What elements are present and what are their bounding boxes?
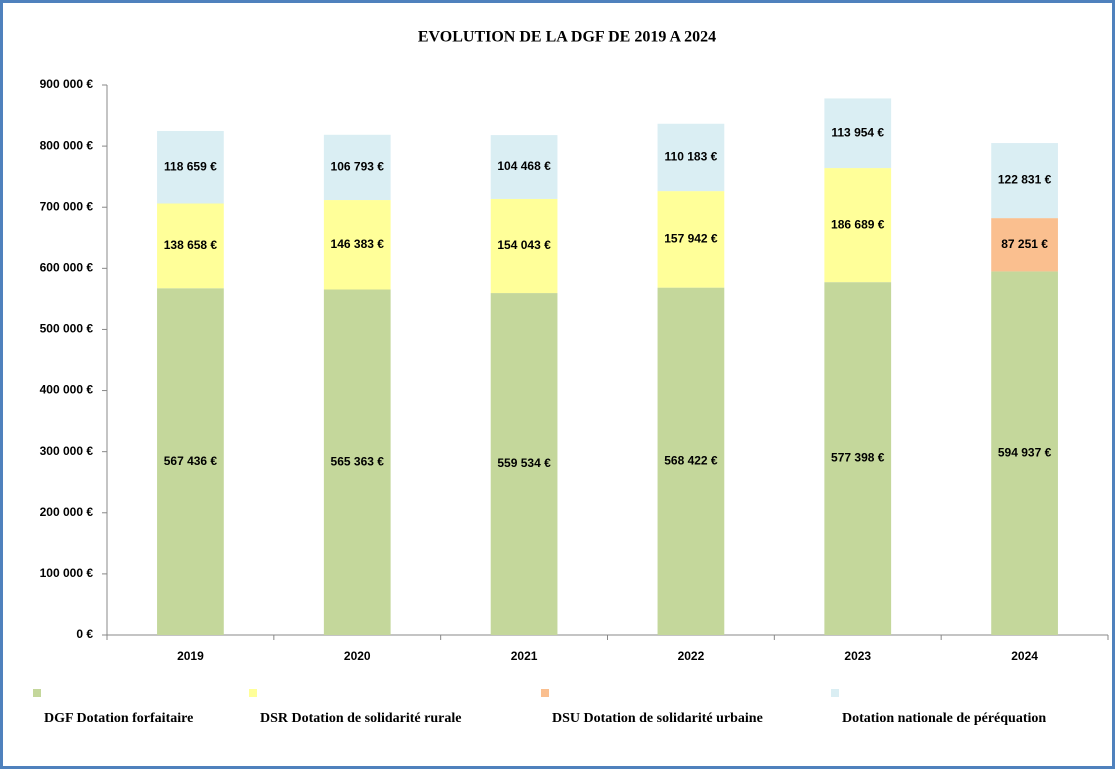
bar-segment — [824, 282, 892, 635]
data-label: 594 937 € — [998, 445, 1052, 459]
bar-segment — [323, 289, 391, 635]
bar-segment — [657, 287, 725, 635]
bar-segment — [991, 143, 1058, 219]
data-label: 157 942 € — [664, 232, 718, 246]
legend-label: DSR Dotation de solidarité rurale — [260, 711, 461, 726]
y-tick-label: 800 000 € — [40, 138, 94, 152]
chart-title: EVOLUTION DE LA DGF DE 2019 A 2024 — [418, 29, 716, 46]
data-label: 122 831 € — [998, 173, 1052, 187]
x-tick-label: 2022 — [678, 649, 705, 663]
bar-segment — [991, 218, 1058, 272]
bar-segment — [157, 288, 224, 635]
legend-label: DGF Dotation forfaitaire — [44, 711, 193, 726]
bar-segment — [157, 130, 224, 204]
y-tick-label: 700 000 € — [40, 199, 94, 213]
y-tick-label: 200 000 € — [40, 505, 94, 519]
bar-segment — [323, 200, 391, 290]
data-label: 146 383 € — [331, 237, 385, 251]
bar-segment — [824, 98, 892, 169]
bar-segment — [991, 271, 1058, 635]
y-tick-label: 100 000 € — [40, 566, 94, 580]
data-label: 186 689 € — [831, 217, 885, 231]
data-label: 568 422 € — [664, 453, 718, 467]
data-label: 87 251 € — [1001, 237, 1048, 251]
y-tick-label: 500 000 € — [40, 322, 94, 336]
y-tick-label: 0 € — [76, 627, 93, 641]
y-tick-label: 600 000 € — [40, 261, 94, 275]
data-label: 118 659 € — [164, 159, 217, 173]
y-tick-label: 300 000 € — [40, 444, 94, 458]
y-tick-label: 900 000 € — [40, 77, 94, 91]
legend-swatch — [33, 689, 41, 697]
legend-swatch — [541, 689, 549, 697]
data-label: 104 468 € — [497, 159, 551, 173]
bar-segment — [323, 134, 391, 201]
x-tick-label: 2024 — [1011, 649, 1038, 663]
x-tick-label: 2021 — [511, 649, 538, 663]
data-label: 113 954 € — [831, 125, 884, 139]
bar-segment — [657, 191, 725, 288]
x-tick-label: 2023 — [844, 649, 871, 663]
bar-segment — [490, 198, 558, 294]
bar-segment — [490, 293, 558, 635]
legend-swatch — [831, 689, 839, 697]
legend-swatch — [249, 689, 257, 697]
data-label: 567 436 € — [164, 454, 218, 468]
data-label: 154 043 € — [497, 238, 551, 252]
data-label: 106 793 € — [331, 160, 385, 174]
data-label: 577 398 € — [831, 451, 885, 465]
legend-label: DSU Dotation de solidarité urbaine — [552, 711, 763, 726]
data-label: 565 363 € — [331, 454, 385, 468]
x-tick-label: 2020 — [344, 649, 371, 663]
legend-label: Dotation nationale de péréquation — [842, 711, 1046, 726]
bar-segment — [824, 168, 892, 283]
y-tick-label: 400 000 € — [40, 383, 94, 397]
x-tick-label: 2019 — [177, 649, 204, 663]
bar-segment — [157, 203, 224, 289]
data-label: 138 658 € — [164, 238, 218, 252]
bar-segment — [490, 135, 558, 199]
data-label: 110 183 € — [665, 150, 718, 164]
data-label: 559 534 € — [497, 456, 551, 470]
bar-segment — [657, 123, 725, 192]
